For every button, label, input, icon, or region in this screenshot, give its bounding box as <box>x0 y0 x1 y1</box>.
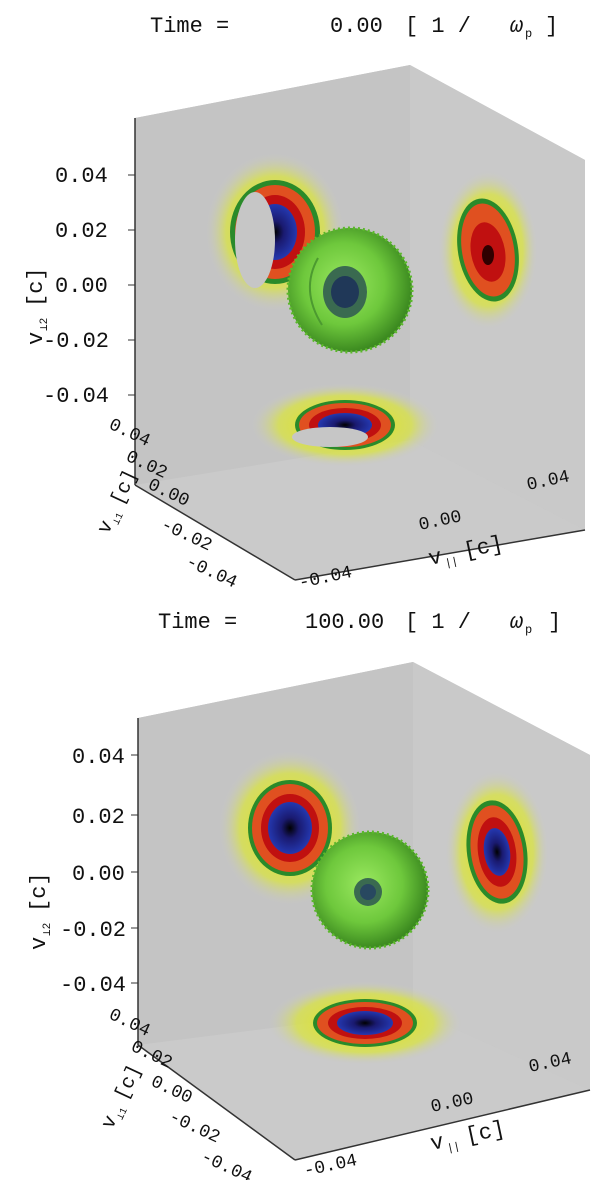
svg-text:v: v <box>428 1130 446 1157</box>
omega-subscript: p <box>525 27 532 41</box>
time-unit-close: ] <box>548 610 561 635</box>
tick-label-v-1: 0.02 <box>72 805 125 830</box>
svg-text:⊥1: ⊥1 <box>112 511 127 527</box>
axis-label-v-perp2: v ⊥2 [c] <box>27 872 54 950</box>
axis-line-depth <box>134 484 296 581</box>
tick-label-v-2: 0.00 <box>72 862 125 887</box>
distribution-sphere <box>286 226 414 354</box>
omega-symbol: ω <box>510 14 523 39</box>
svg-text:⊥2: ⊥2 <box>39 318 51 331</box>
tick-label-v-4: -0.04 <box>60 973 126 998</box>
axis-label-v-par: v || [c] <box>426 532 505 572</box>
time-value: 0.00 <box>330 14 383 39</box>
vertical-ticks: 0.04 0.02 0.00 -0.02 -0.04 <box>43 164 135 409</box>
svg-text:||: || <box>444 556 459 570</box>
tick-label-v-0: 0.04 <box>72 745 125 770</box>
time-value: 100.00 <box>305 610 384 635</box>
projection-right <box>445 770 549 934</box>
axis-label-v-perp1: v ⊥1 [c] <box>97 1062 147 1133</box>
tick-label-v-1: 0.02 <box>55 219 108 244</box>
svg-text:v: v <box>27 937 52 950</box>
box-face-bottom <box>138 1010 590 1160</box>
distribution-sphere <box>310 830 430 950</box>
axis-line-horizontal <box>294 529 586 581</box>
axis-label-v-perp2: v ⊥2 [c] <box>24 267 51 345</box>
time-unit-open: [ 1 / <box>405 610 471 635</box>
tick-label-d-4: -0.04 <box>182 552 239 590</box>
projection-right <box>438 170 538 330</box>
panel-time-100: Time = 100.00 [ 1 / ω p ] 0.04 0.02 0.00… <box>0 590 608 1180</box>
svg-text:[c]: [c] <box>111 1062 147 1104</box>
phase-space-plot-bottom: Time = 100.00 [ 1 / ω p ] 0.04 0.02 0.00… <box>27 610 591 1180</box>
time-label: Time = <box>158 610 237 635</box>
svg-text:⊥2: ⊥2 <box>42 923 54 936</box>
vertical-ticks: 0.04 0.02 0.00 -0.02 -0.04 <box>60 745 138 998</box>
axis-line-horizontal <box>294 1089 591 1161</box>
tick-label-v-3: -0.02 <box>60 918 126 943</box>
svg-text:[c]: [c] <box>463 1117 507 1150</box>
omega-subscript: p <box>525 623 532 637</box>
box-face-bottom <box>135 440 585 580</box>
tick-label-v-4: -0.04 <box>43 384 109 409</box>
svg-text:[c]: [c] <box>27 872 52 912</box>
svg-text:v: v <box>426 545 444 572</box>
omega-symbol: ω <box>510 610 523 635</box>
panel-time-0: Time = 0.00 [ 1 / ω p ] 0.04 0.02 0.00 -… <box>0 0 608 590</box>
tick-label-v-3: -0.02 <box>43 329 109 354</box>
projection-bottom <box>250 383 440 467</box>
phase-space-plot-top: Time = 0.00 [ 1 / ω p ] 0.04 0.02 0.00 -… <box>24 14 586 590</box>
projection-bottom <box>267 981 463 1065</box>
svg-text:v: v <box>24 332 49 345</box>
time-unit-close: ] <box>545 14 558 39</box>
time-label: Time = <box>150 14 229 39</box>
tick-label-d-3: -0.02 <box>165 1107 222 1148</box>
axis-label-v-perp1: v ⊥1 [c] <box>93 467 143 538</box>
tick-label-d-4: -0.04 <box>197 1147 254 1180</box>
axis-line-depth <box>137 1044 296 1161</box>
svg-text:[c]: [c] <box>24 267 49 307</box>
svg-text:⊥1: ⊥1 <box>116 1106 131 1122</box>
tick-label-v-0: 0.04 <box>55 164 108 189</box>
projection-back <box>205 152 345 312</box>
tick-label-v-2: 0.00 <box>55 274 108 299</box>
time-unit-open: [ 1 / <box>405 14 471 39</box>
svg-text:||: || <box>446 1141 461 1155</box>
